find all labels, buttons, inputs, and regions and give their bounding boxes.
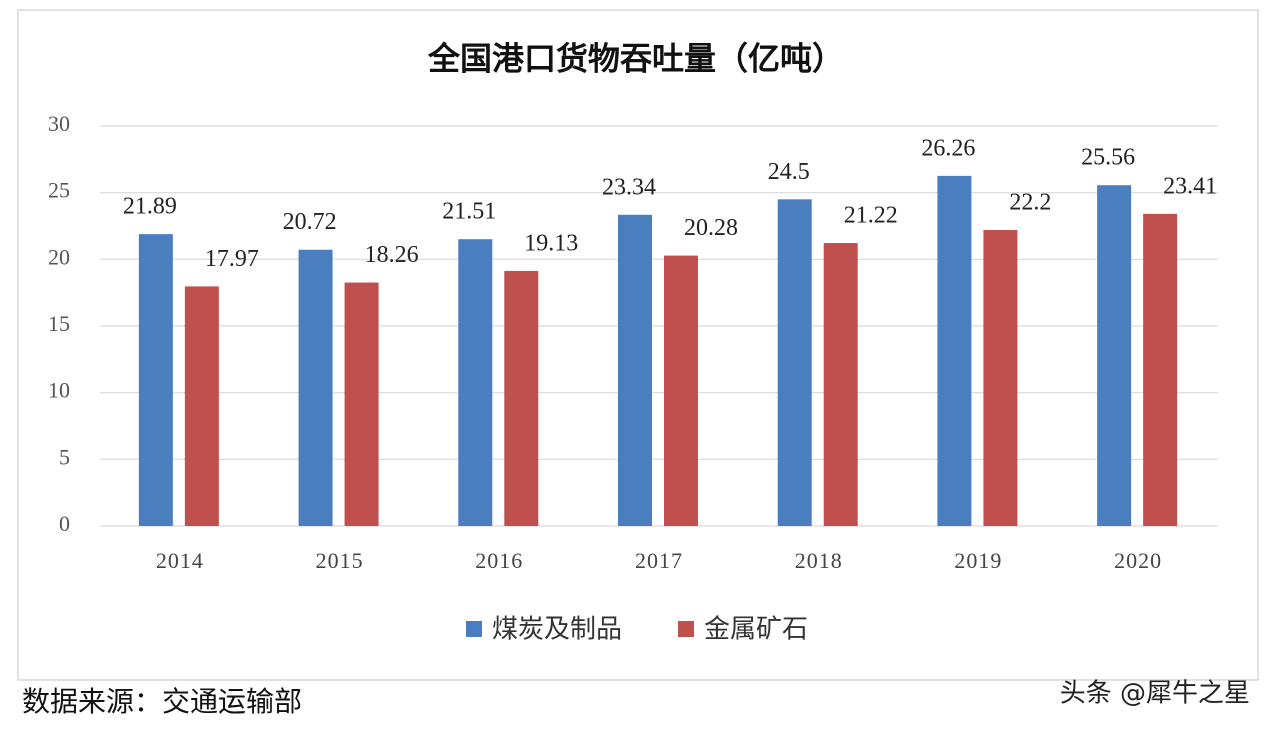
bar xyxy=(344,282,379,526)
y-tick-label: 15 xyxy=(48,311,70,336)
y-tick-label: 5 xyxy=(59,444,70,469)
x-tick-label: 2016 xyxy=(475,548,523,573)
x-tick-label: 2019 xyxy=(954,548,1002,573)
bar xyxy=(1143,213,1178,526)
value-label: 17.97 xyxy=(205,246,259,272)
y-tick-label: 0 xyxy=(59,511,70,536)
bar xyxy=(1097,185,1132,526)
chart-title: 全国港口货物吞吐量（亿吨） xyxy=(427,40,844,76)
value-label: 21.51 xyxy=(442,199,496,225)
value-label: 20.28 xyxy=(684,215,738,241)
source-note: 数据来源：交通运输部 xyxy=(22,685,302,718)
bar xyxy=(937,175,972,526)
x-tick-label: 2014 xyxy=(156,548,204,573)
value-label: 23.34 xyxy=(602,174,656,200)
value-label: 20.72 xyxy=(283,209,337,235)
x-tick-label: 2020 xyxy=(1114,548,1162,573)
bar xyxy=(823,243,858,527)
bar xyxy=(504,270,539,526)
bar xyxy=(298,249,333,526)
y-tick-label: 10 xyxy=(48,378,70,403)
x-tick-label: 2018 xyxy=(795,548,843,573)
value-label: 24.5 xyxy=(768,159,810,185)
value-label: 21.89 xyxy=(123,194,177,220)
value-label: 26.26 xyxy=(921,135,975,161)
y-tick-label: 25 xyxy=(48,178,70,203)
legend-swatch xyxy=(466,621,482,637)
legend-swatch xyxy=(678,621,694,637)
bar xyxy=(777,199,812,527)
value-label: 23.41 xyxy=(1163,173,1217,199)
value-label: 19.13 xyxy=(524,230,578,256)
bar xyxy=(458,239,493,526)
bar xyxy=(184,286,219,526)
bar xyxy=(664,255,698,526)
y-tick-label: 20 xyxy=(48,244,70,269)
x-tick-label: 2015 xyxy=(316,548,364,573)
bar xyxy=(138,234,173,526)
y-tick-label: 30 xyxy=(48,111,70,136)
value-label: 21.22 xyxy=(844,203,898,229)
legend-label: 金属矿石 xyxy=(704,615,808,645)
value-label: 22.2 xyxy=(1009,190,1051,216)
bar xyxy=(618,214,652,527)
bar xyxy=(983,230,1018,526)
legend-label: 煤炭及制品 xyxy=(492,615,622,645)
value-label: 25.56 xyxy=(1081,145,1135,171)
value-label: 18.26 xyxy=(365,242,419,268)
x-tick-label: 2017 xyxy=(635,548,683,573)
watermark: 头条 @犀牛之星 xyxy=(1060,679,1250,709)
